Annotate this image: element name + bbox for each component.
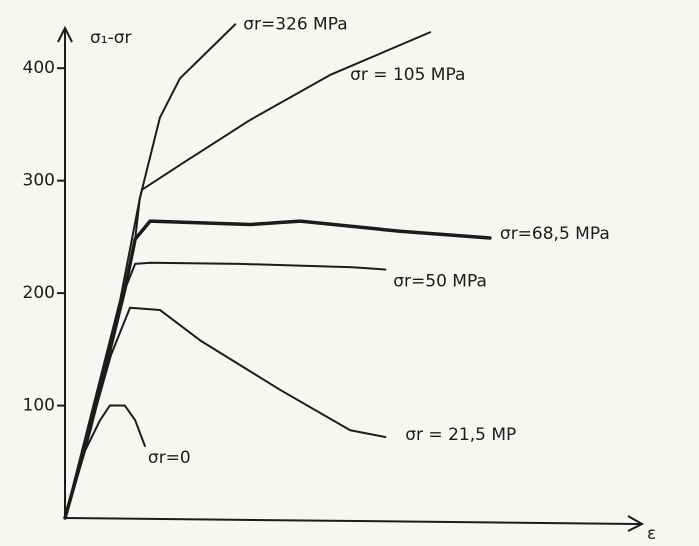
- curve-label: σr = 105 MPa: [350, 65, 465, 85]
- x-axis: [65, 518, 640, 524]
- y-tick-label: 400: [23, 58, 55, 78]
- y-tick-label: 300: [23, 171, 55, 191]
- page: σ₁-σr ε 100 200 300 400 σr=326 MPa σr = 105 M…: [0, 0, 699, 546]
- curve: [65, 406, 145, 518]
- chart: σ₁-σr ε 100 200 300 400 σr=326 MPa σr = 105 M…: [0, 0, 699, 546]
- y-axis-label: σ₁-σr: [90, 28, 132, 48]
- curve-label: σr=50 MPa: [393, 271, 487, 291]
- curve: [65, 263, 385, 518]
- curve-label: σr=326 MPa: [243, 14, 347, 34]
- curve: [65, 24, 235, 518]
- curve: [65, 32, 430, 518]
- y-tick-label: 200: [23, 283, 55, 303]
- curve-label: σr=0: [148, 448, 191, 468]
- curve-label: σr=68,5 MPa: [500, 224, 610, 244]
- y-tick-label: 100: [23, 396, 55, 416]
- x-axis-label: ε: [647, 524, 656, 544]
- curve-label: σr = 21,5 MP: [405, 425, 516, 445]
